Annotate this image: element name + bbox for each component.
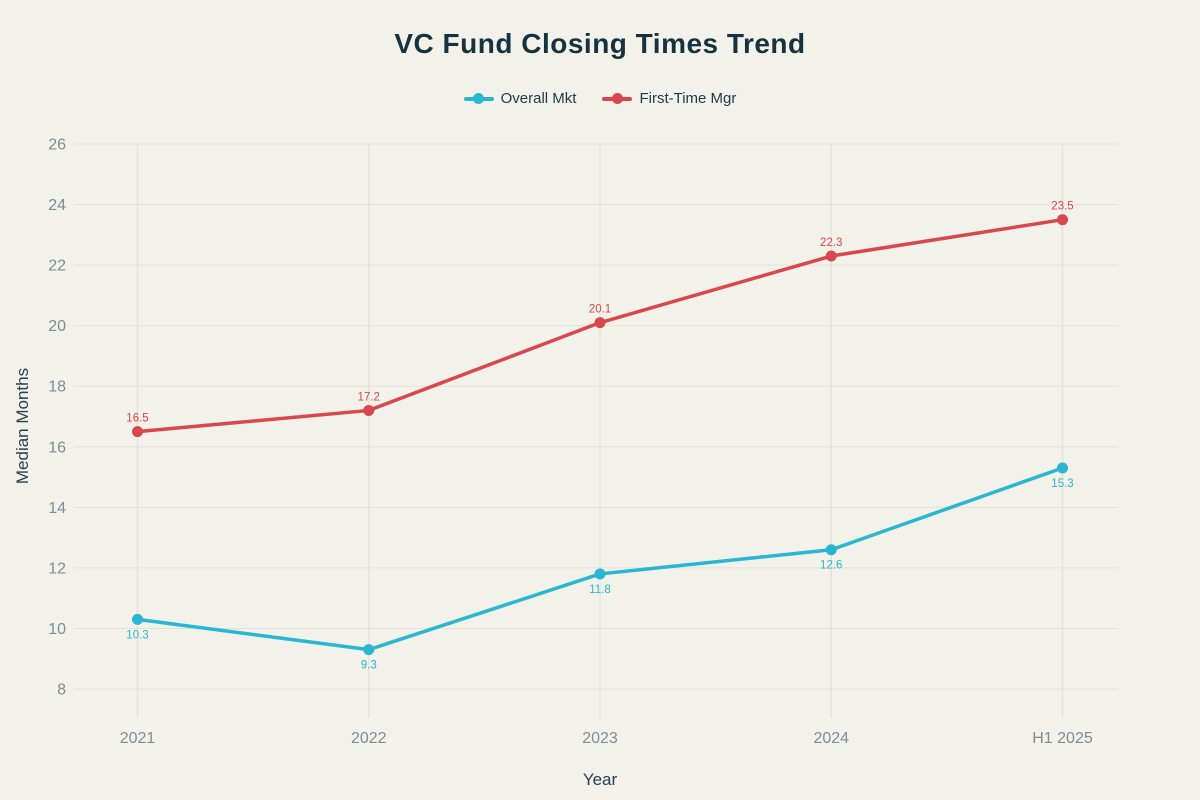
- x-axis-title: Year: [582, 770, 618, 789]
- data-point-label: 20.1: [589, 304, 611, 316]
- y-tick-label: 18: [48, 379, 66, 396]
- data-point-label: 9.3: [361, 660, 377, 672]
- data-point-marker[interactable]: [1057, 214, 1068, 226]
- data-point-marker[interactable]: [132, 613, 143, 625]
- data-point-marker[interactable]: [1057, 462, 1068, 474]
- x-tick-label: 2024: [813, 730, 849, 747]
- data-point-marker[interactable]: [594, 568, 606, 580]
- legend-item-overall-mkt[interactable]: Overall Mkt: [463, 90, 577, 107]
- data-point-label: 16.5: [126, 413, 148, 425]
- x-tick-label: H1 2025: [1032, 730, 1093, 747]
- y-tick-label: 12: [48, 560, 66, 577]
- data-point-label: 12.6: [820, 560, 842, 572]
- x-tick-label: 2023: [582, 730, 618, 747]
- data-point-marker[interactable]: [132, 426, 143, 438]
- legend: Overall Mkt First-Time Mgr: [0, 90, 1200, 107]
- y-tick-label: 20: [48, 318, 66, 335]
- y-tick-label: 10: [48, 621, 66, 638]
- chart-title: VC Fund Closing Times Trend: [394, 28, 806, 59]
- legend-item-first-time-mgr[interactable]: First-Time Mgr: [602, 90, 736, 107]
- y-tick-label: 14: [48, 500, 66, 517]
- data-point-label: 15.3: [1051, 478, 1073, 490]
- x-tick-label: 2022: [351, 730, 387, 747]
- data-point-marker[interactable]: [825, 544, 837, 556]
- data-point-label: 22.3: [820, 237, 842, 249]
- data-point-label: 17.2: [358, 391, 380, 403]
- legend-label: First-Time Mgr: [639, 90, 737, 107]
- data-point-marker[interactable]: [363, 404, 375, 416]
- legend-label: Overall Mkt: [500, 90, 577, 107]
- legend-line-dot-icon: [463, 93, 494, 105]
- y-tick-label: 8: [57, 682, 66, 699]
- y-tick-label: 22: [48, 258, 66, 275]
- y-tick-label: 24: [48, 197, 66, 214]
- legend-line-dot-icon: [602, 93, 633, 105]
- data-point-label: 23.5: [1051, 201, 1073, 213]
- x-tick-label: 2021: [120, 730, 156, 747]
- y-tick-label: 26: [48, 137, 66, 154]
- data-point-label: 10.3: [126, 629, 148, 641]
- data-point-marker[interactable]: [825, 250, 837, 262]
- data-point-label: 11.8: [589, 584, 611, 596]
- y-axis-title: Median Months: [13, 367, 32, 485]
- data-point-marker[interactable]: [594, 317, 606, 329]
- y-tick-label: 16: [48, 439, 66, 456]
- data-point-marker[interactable]: [363, 644, 375, 656]
